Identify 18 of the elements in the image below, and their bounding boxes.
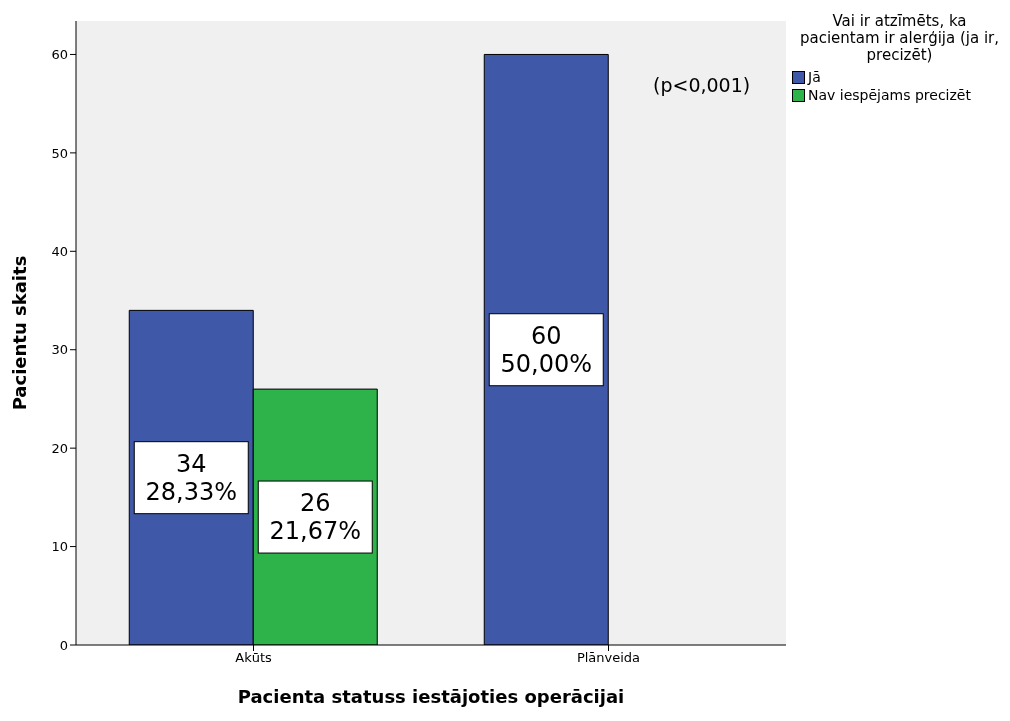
x-tick-label: Plānveida <box>576 650 641 666</box>
annotation: (p<0,001) <box>653 74 751 96</box>
legend-label: Jā <box>808 69 821 85</box>
x-tick-label: Akūts <box>235 650 272 666</box>
y-tick-label: 10 <box>51 539 68 555</box>
data-label: 34 28,33% <box>145 449 238 506</box>
legend-label: Nav iespējams precizēt <box>808 87 971 103</box>
x-axis-title: Pacienta statuss iestājoties operācijai <box>237 686 625 707</box>
y-tick-label: 50 <box>51 145 68 161</box>
y-tick-label: 20 <box>51 440 68 456</box>
y-tick-label: 60 <box>51 47 68 63</box>
y-tick-label: 30 <box>51 342 68 358</box>
data-label: 26 21,67% <box>269 489 362 546</box>
data-label: 60 50,00% <box>500 321 593 378</box>
legend-title: Vai ir atzīmēts, ka pacientam ir alerģija (ja ir, precizēt) <box>798 12 1001 64</box>
y-axis-title: Pacientu skaits <box>9 255 31 411</box>
y-tick-label: 40 <box>51 243 68 259</box>
y-tick-label: 0 <box>59 637 68 653</box>
